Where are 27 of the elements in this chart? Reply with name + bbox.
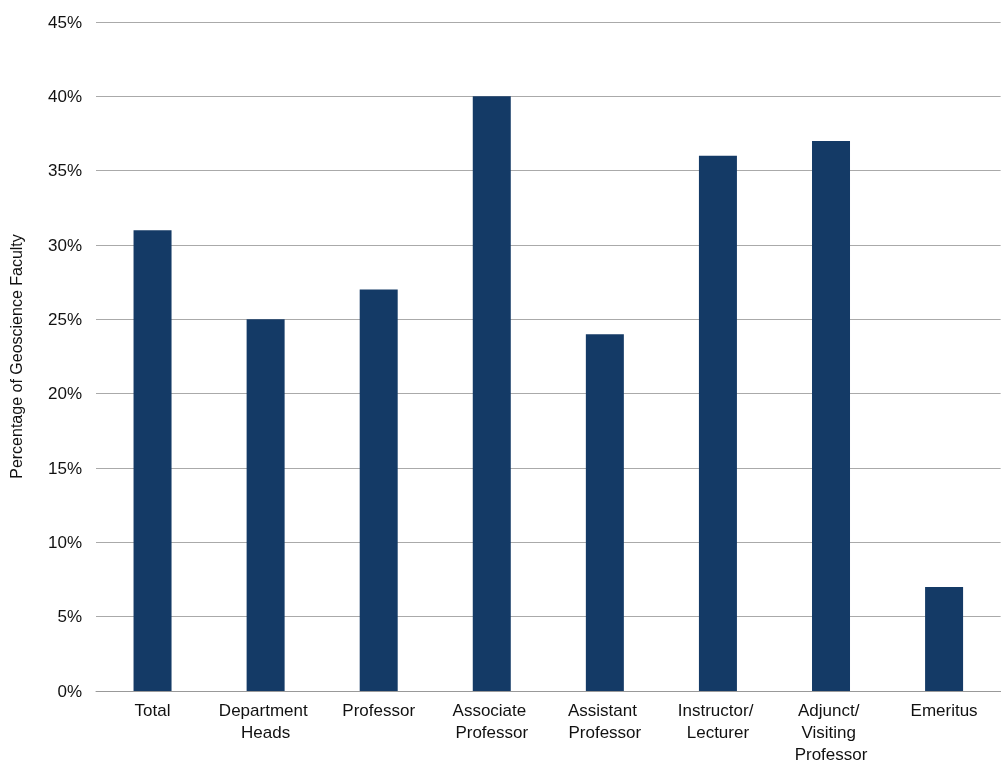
x-tick-label: Professor [342,700,416,720]
x-tick-label: Total [134,700,171,720]
bar [359,289,398,691]
y-tick-label: 30% [47,235,82,255]
y-tick-label: 10% [47,532,82,552]
x-tick-label: Assistant Professor [568,700,642,742]
x-tick-label: Instructor/ Lecturer [677,700,759,742]
x-tick-label: Adjunct/ Visiting Professor [794,700,868,764]
y-tick-label: 5% [57,607,82,627]
y-tick-label: 35% [47,161,82,181]
bar [698,155,737,691]
y-tick-label: 20% [47,384,82,404]
bar [472,96,511,691]
x-tick-label: Emeritus [910,700,978,720]
x-tick-label: Associate Professor [452,700,531,742]
x-tick-label: Department Heads [218,700,313,742]
y-axis-title: Percentage of Geoscience Faculty [7,234,25,479]
bar [246,319,285,691]
y-tick-label: 15% [47,458,82,478]
bar [133,230,172,691]
bar [925,586,964,691]
y-tick-label: 40% [47,86,82,106]
bar [585,334,624,691]
y-tick-label: 0% [57,681,82,701]
y-tick-label: 45% [47,12,82,32]
bar [812,140,851,691]
y-tick-label: 25% [47,309,82,329]
